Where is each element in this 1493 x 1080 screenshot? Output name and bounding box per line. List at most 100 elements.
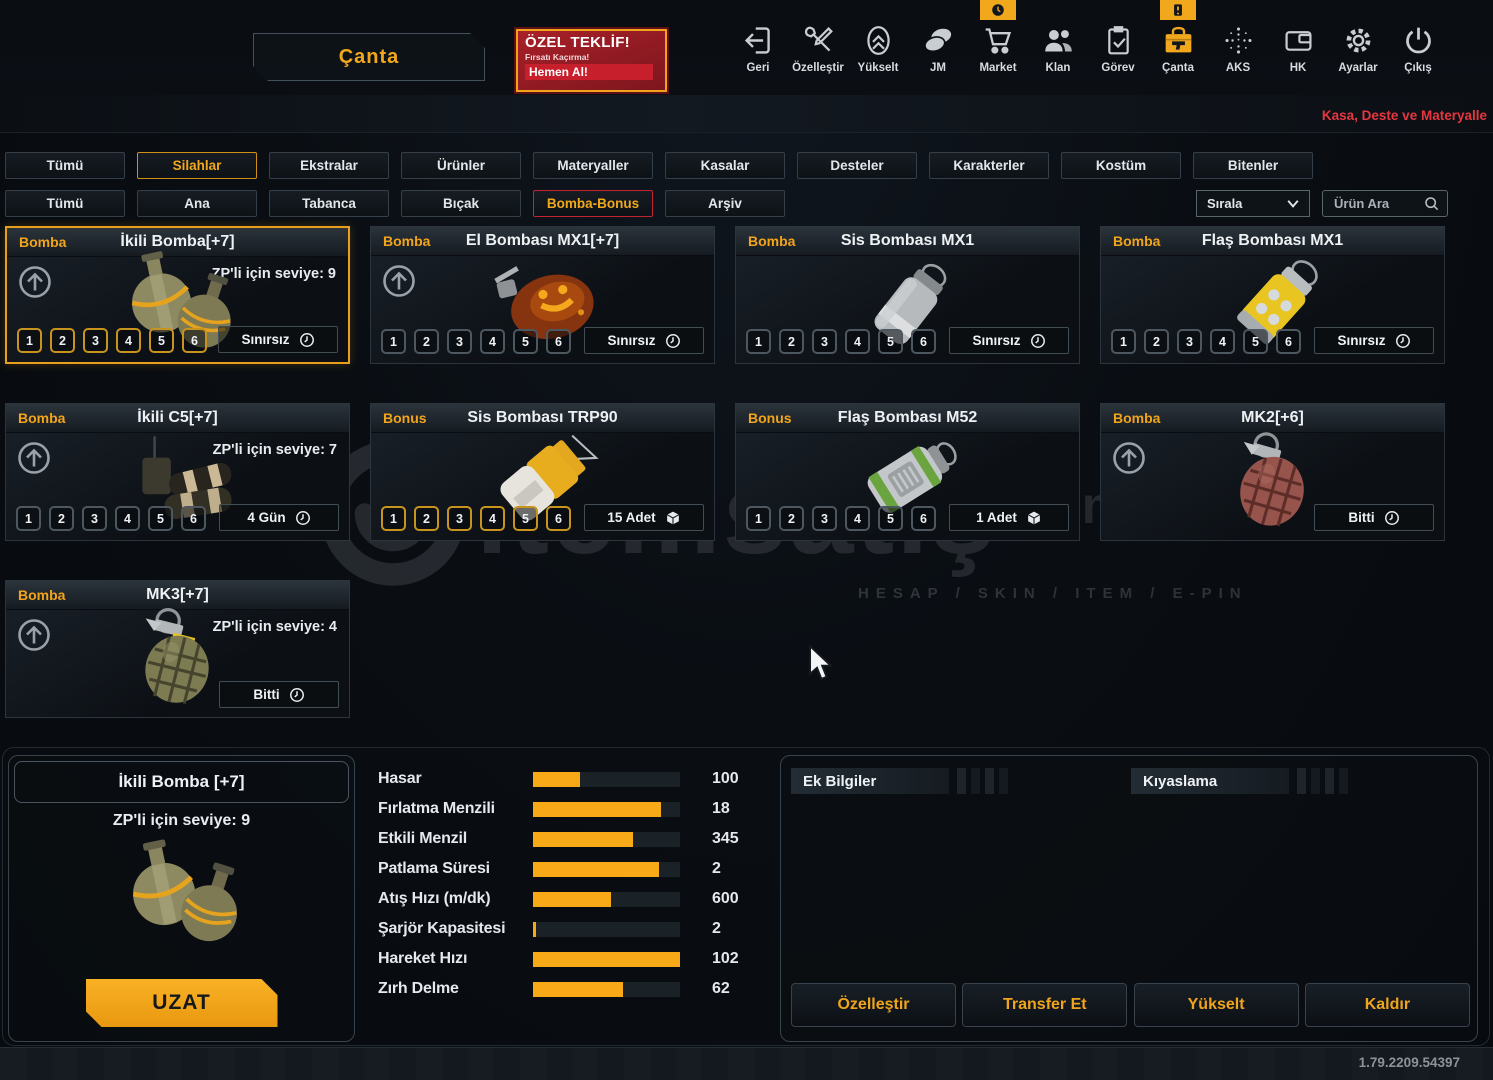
slot-6[interactable]: 6 — [182, 328, 207, 353]
slot-4[interactable]: 4 — [115, 506, 140, 531]
slot-4[interactable]: 4 — [480, 506, 505, 531]
action-button-0[interactable]: Özelleştir — [791, 983, 956, 1027]
slot-2[interactable]: 2 — [779, 329, 804, 354]
slot-6[interactable]: 6 — [181, 506, 206, 531]
tab-extra-info[interactable]: Ek Bilgiler — [791, 768, 949, 794]
nav-item-geri[interactable]: Geri — [728, 24, 788, 74]
stat-label: Fırlatma Menzili — [378, 800, 495, 817]
nav-item-aks[interactable]: AKS — [1208, 24, 1268, 74]
slot-6[interactable]: 6 — [546, 329, 571, 354]
tab-bıçak[interactable]: Bıçak — [401, 190, 521, 217]
tab-ana[interactable]: Ana — [137, 190, 257, 217]
special-offer-banner[interactable]: ÖZEL TEKLİF! Fırsatı Kaçırma! Hemen Al! — [516, 29, 667, 92]
tab-tabanca[interactable]: Tabanca — [269, 190, 389, 217]
item-card[interactable]: MK3[+7] Bomba ZP'li için seviye: 4 Bitti — [5, 580, 350, 718]
tab-tümü[interactable]: Tümü — [5, 190, 125, 217]
slot-3[interactable]: 3 — [447, 329, 472, 354]
slot-5[interactable]: 5 — [149, 328, 174, 353]
slot-1[interactable]: 1 — [381, 506, 406, 531]
item-card[interactable]: İkili C5[+7] Bomba ZP'li için seviye: 7 … — [5, 403, 350, 541]
tab-silahlar[interactable]: Silahlar — [137, 152, 257, 179]
nav-item-gorev[interactable]: Görev — [1088, 24, 1148, 74]
slot-6[interactable]: 6 — [911, 329, 936, 354]
slot-1[interactable]: 1 — [1111, 329, 1136, 354]
slot-4[interactable]: 4 — [1210, 329, 1235, 354]
search-input[interactable] — [1332, 195, 1423, 212]
slot-1[interactable]: 1 — [746, 506, 771, 531]
slot-2[interactable]: 2 — [49, 506, 74, 531]
tab-materyaller[interactable]: Materyaller — [533, 152, 653, 179]
tab-desteler[interactable]: Desteler — [797, 152, 917, 179]
action-button-3[interactable]: Kaldır — [1304, 983, 1470, 1027]
slot-2[interactable]: 2 — [414, 329, 439, 354]
nav-item-ayarlar[interactable]: Ayarlar — [1328, 24, 1388, 74]
slot-5[interactable]: 5 — [878, 329, 903, 354]
slot-3[interactable]: 3 — [83, 328, 108, 353]
item-card[interactable]: İkili Bomba[+7] Bomba ZP'li için seviye:… — [5, 226, 350, 364]
slot-5[interactable]: 5 — [878, 506, 903, 531]
slot-6[interactable]: 6 — [546, 506, 571, 531]
slot-3[interactable]: 3 — [447, 506, 472, 531]
slot-5[interactable]: 5 — [513, 329, 538, 354]
tab-tümü[interactable]: Tümü — [5, 152, 125, 179]
clan-icon — [1042, 24, 1075, 57]
slot-5[interactable]: 5 — [1243, 329, 1268, 354]
nav-item-hk[interactable]: HK — [1268, 24, 1328, 74]
nav-item-label: HK — [1289, 62, 1307, 74]
upgrade-arrow-icon[interactable] — [16, 617, 52, 653]
upgrade-arrow-icon[interactable] — [381, 263, 417, 299]
card-title: İkili Bomba[+7] — [120, 233, 235, 250]
tab-bomba-bonus[interactable]: Bomba-Bonus — [533, 190, 653, 217]
slot-2[interactable]: 2 — [779, 506, 804, 531]
nav-item-klan[interactable]: Klan — [1028, 24, 1088, 74]
upgrade-arrow-icon[interactable] — [1111, 440, 1147, 476]
stat-value: 62 — [712, 980, 730, 997]
nav-item-market[interactable]: Market — [968, 0, 1028, 74]
slot-4[interactable]: 4 — [845, 329, 870, 354]
upgrade-arrow-icon[interactable] — [17, 264, 53, 300]
tab-karakterler[interactable]: Karakterler — [929, 152, 1049, 179]
slot-1[interactable]: 1 — [746, 329, 771, 354]
slot-6[interactable]: 6 — [911, 506, 936, 531]
slot-3[interactable]: 3 — [812, 506, 837, 531]
slot-5[interactable]: 5 — [513, 506, 538, 531]
slot-5[interactable]: 5 — [148, 506, 173, 531]
nav-item-jm[interactable]: JM — [908, 24, 968, 74]
extend-button[interactable]: UZAT — [86, 979, 278, 1027]
slot-4[interactable]: 4 — [845, 506, 870, 531]
tab-ekstralar[interactable]: Ekstralar — [269, 152, 389, 179]
tab-ürünler[interactable]: Ürünler — [401, 152, 521, 179]
nav-item-ozellestir[interactable]: Özelleştir — [788, 24, 848, 74]
slot-3[interactable]: 3 — [82, 506, 107, 531]
slot-3[interactable]: 3 — [812, 329, 837, 354]
tab-kostüm[interactable]: Kostüm — [1061, 152, 1181, 179]
slot-3[interactable]: 3 — [1177, 329, 1202, 354]
action-button-1[interactable]: Transfer Et — [962, 983, 1128, 1027]
slot-1[interactable]: 1 — [381, 329, 406, 354]
tab-arşiv[interactable]: Arşiv — [665, 190, 785, 217]
slot-2[interactable]: 2 — [1144, 329, 1169, 354]
nav-item-canta[interactable]: Çanta — [1148, 0, 1208, 74]
action-button-2[interactable]: Yükselt — [1133, 983, 1299, 1027]
slot-6[interactable]: 6 — [1276, 329, 1301, 354]
item-stats-panel: Hasar 100 Fırlatma Menzili 18 Etkili Men… — [378, 764, 739, 1004]
slot-2[interactable]: 2 — [414, 506, 439, 531]
tab-kasalar[interactable]: Kasalar — [665, 152, 785, 179]
tab-bitenler[interactable]: Bitenler — [1193, 152, 1313, 179]
slot-1[interactable]: 1 — [16, 506, 41, 531]
item-card[interactable]: MK2[+6] Bomba Bitti — [1100, 403, 1445, 541]
tab-comparison[interactable]: Kıyaslama — [1131, 768, 1289, 794]
sort-dropdown[interactable]: Sırala — [1196, 190, 1310, 217]
nav-item-yukselt[interactable]: Yükselt — [848, 24, 908, 74]
slot-4[interactable]: 4 — [480, 329, 505, 354]
upgrade-arrow-icon[interactable] — [16, 440, 52, 476]
nav-item-cikis[interactable]: Çıkış — [1388, 24, 1448, 74]
slot-2[interactable]: 2 — [50, 328, 75, 353]
slot-4[interactable]: 4 — [116, 328, 141, 353]
slot-1[interactable]: 1 — [17, 328, 42, 353]
